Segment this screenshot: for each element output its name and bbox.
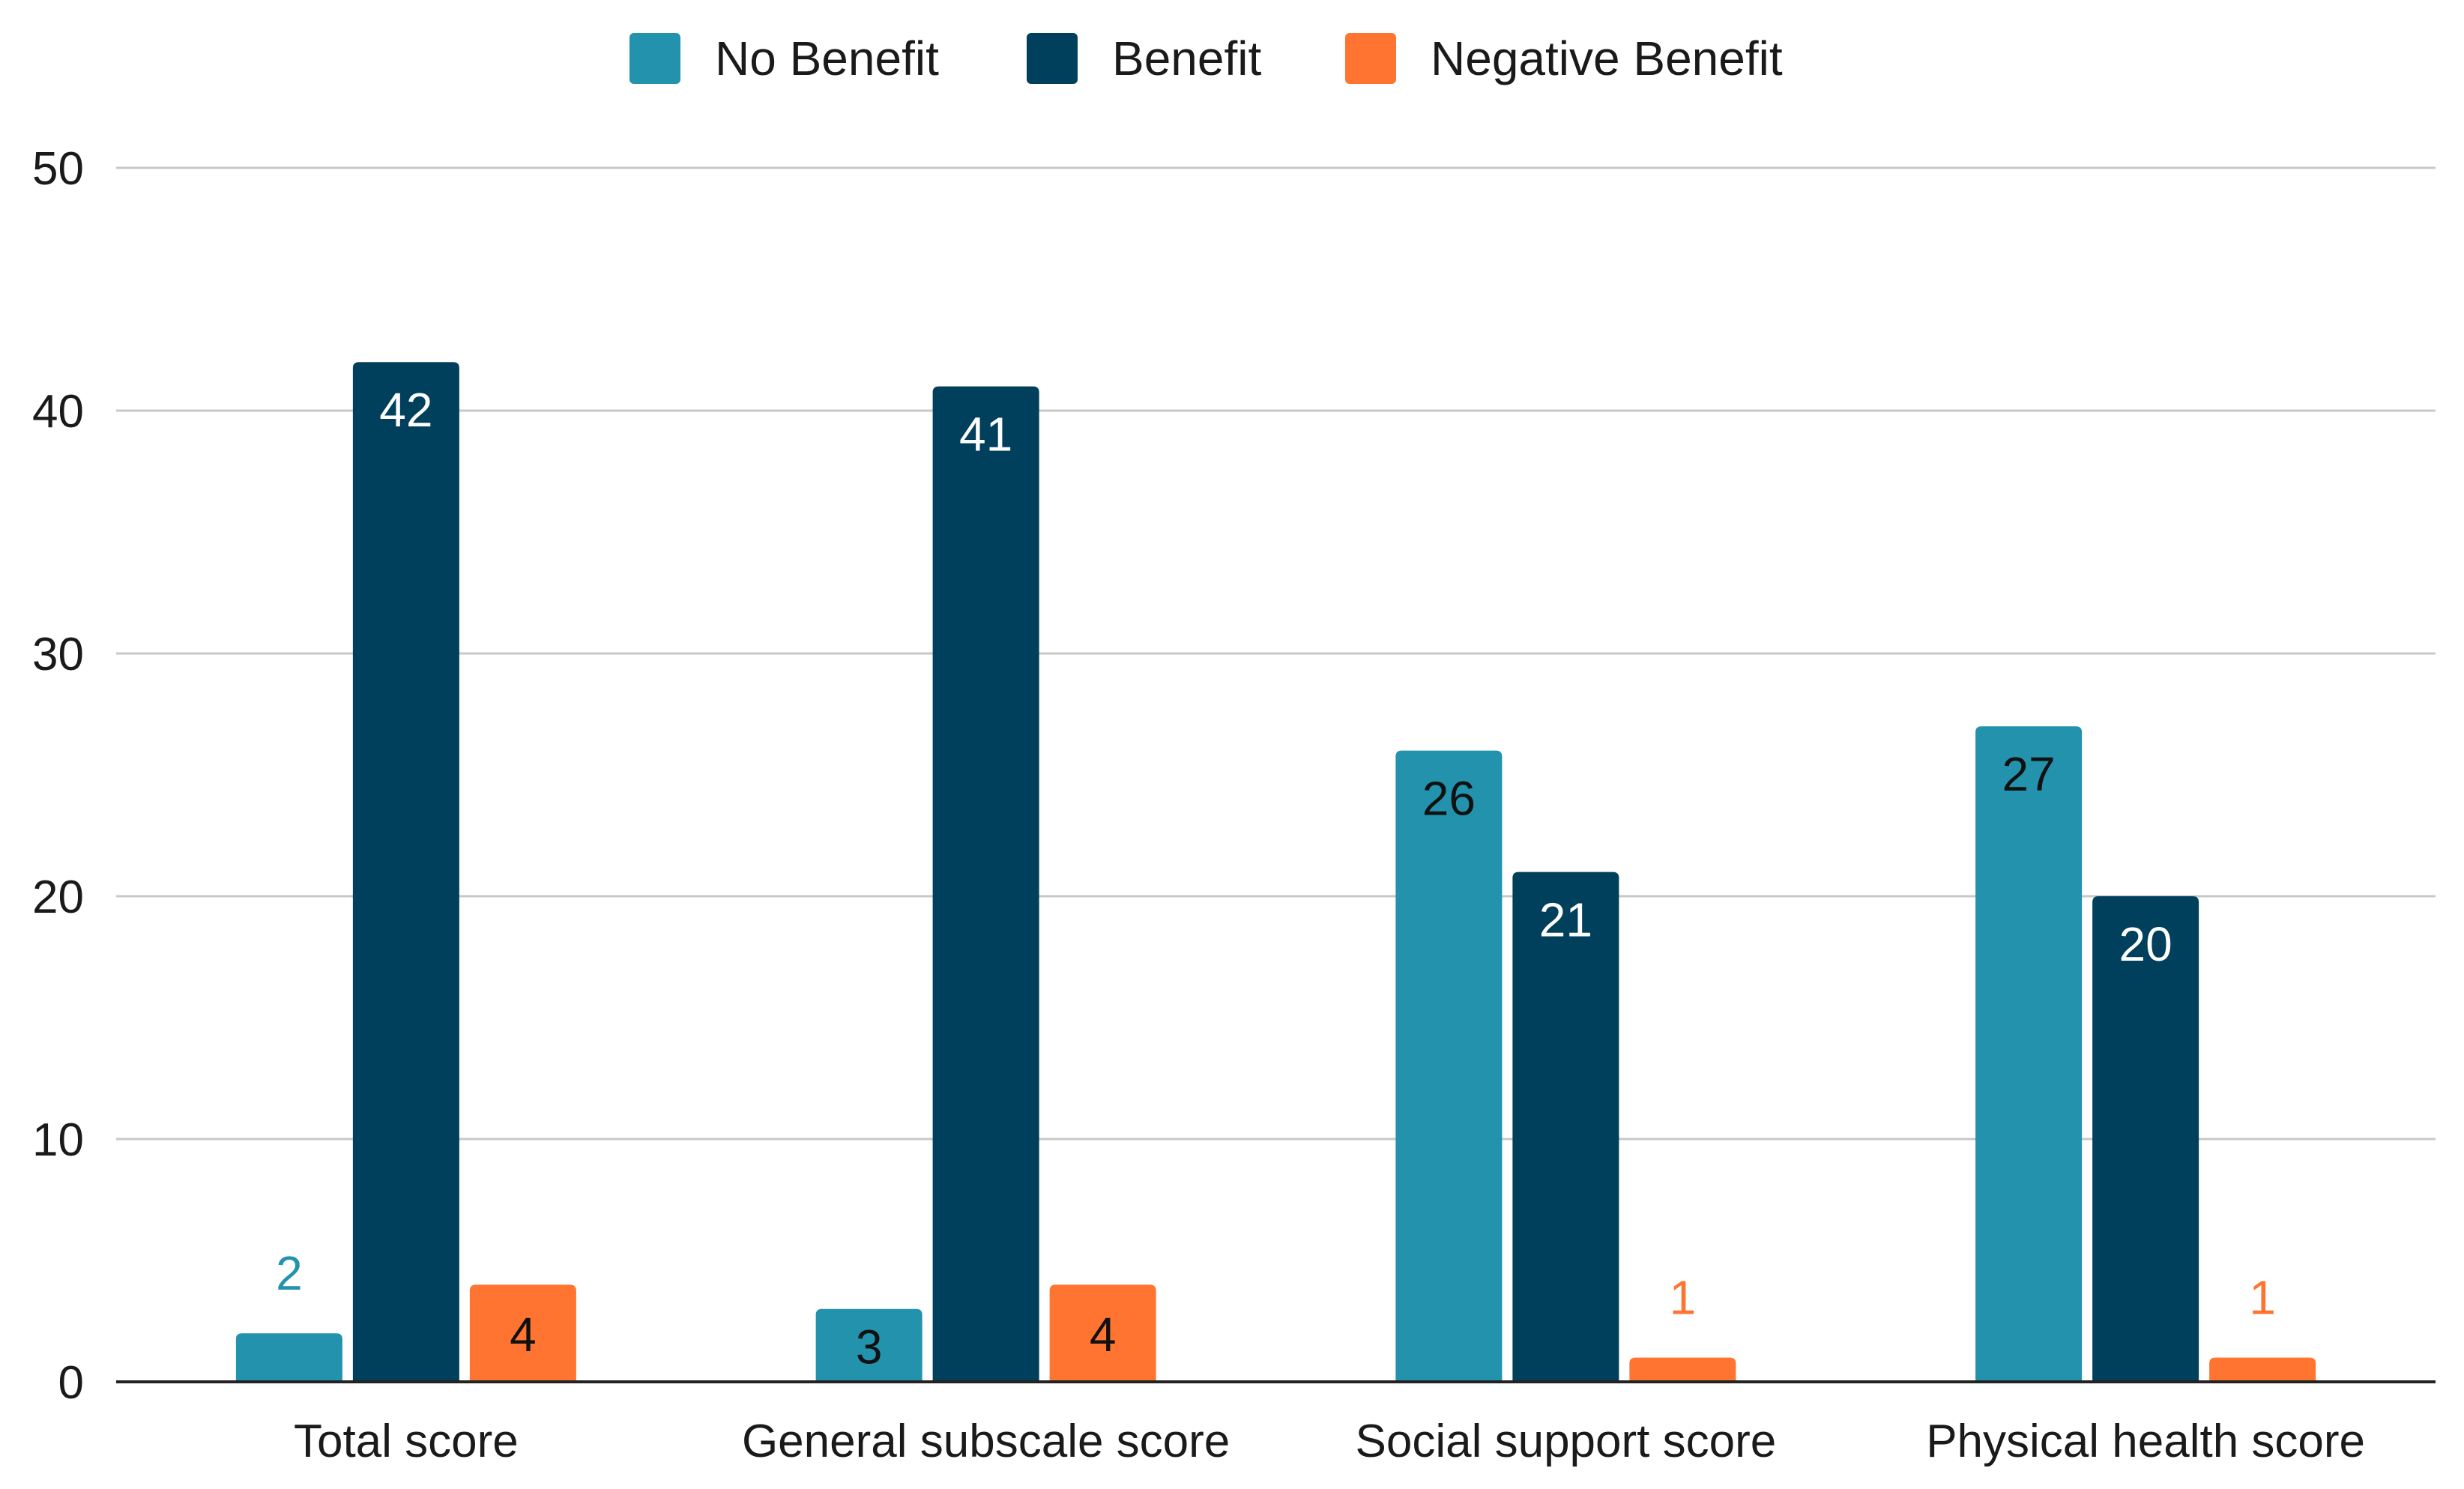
y-tick-label: 0 [58, 1357, 84, 1409]
data-label: 20 [2119, 917, 2172, 971]
data-label: 41 [959, 408, 1012, 462]
legend-swatch-benefit [1027, 33, 1078, 84]
x-axis: Total score General subscale score Social … [116, 1380, 2436, 1467]
bar-benefit-social-support-score [1512, 872, 1619, 1382]
data-label: 21 [1539, 893, 1592, 947]
bar-no-benefit-general-subscale-score [815, 1308, 923, 1382]
y-tick-label: 40 [32, 386, 84, 438]
y-axis: 0 10 20 30 40 50 [32, 143, 84, 1409]
data-label: 3 [856, 1320, 883, 1374]
y-tick-label: 20 [32, 872, 84, 923]
y-tick-label: 10 [32, 1114, 84, 1166]
bars: 2 42 4 3 41 4 26 21 1 27 20 1 [235, 362, 2316, 1383]
bar-no-benefit-total-score [235, 1333, 342, 1382]
legend-label-no-benefit: No Benefit [715, 31, 939, 85]
data-label: 26 [1422, 772, 1476, 826]
legend-label-benefit: Benefit [1112, 31, 1261, 85]
data-label: 1 [1670, 1271, 1697, 1325]
data-label: 4 [1090, 1308, 1117, 1362]
legend-label-negative-benefit: Negative Benefit [1431, 31, 1783, 85]
bar-benefit-general-subscale-score [932, 386, 1039, 1382]
data-label: 4 [510, 1308, 537, 1362]
bar-benefit-physical-health-score [2092, 896, 2199, 1382]
x-tick-label: Total score [294, 1416, 519, 1467]
data-label: 27 [2002, 747, 2056, 801]
bar-negative-benefit-general-subscale-score [1049, 1284, 1156, 1382]
data-label: 2 [276, 1246, 303, 1300]
bar-no-benefit-physical-health-score [1975, 726, 2083, 1382]
bar-benefit-total-score [352, 362, 459, 1383]
bar-no-benefit-social-support-score [1395, 750, 1503, 1382]
y-tick-label: 50 [32, 143, 84, 195]
x-tick-label: Social support score [1356, 1416, 1777, 1467]
legend: No Benefit Benefit Negative Benefit [629, 31, 1783, 85]
legend-swatch-no-benefit [629, 33, 680, 84]
legend-swatch-negative-benefit [1345, 33, 1396, 84]
data-label: 42 [379, 383, 432, 437]
x-tick-label: General subscale score [742, 1416, 1230, 1467]
data-label: 1 [2249, 1271, 2276, 1325]
y-tick-label: 30 [32, 629, 84, 680]
bar-negative-benefit-total-score [469, 1284, 576, 1382]
gridlines [116, 166, 2436, 1141]
bar-negative-benefit-physical-health-score [2209, 1357, 2316, 1382]
bar-negative-benefit-social-support-score [1629, 1357, 1736, 1382]
x-tick-label: Physical health score [1926, 1416, 2365, 1467]
